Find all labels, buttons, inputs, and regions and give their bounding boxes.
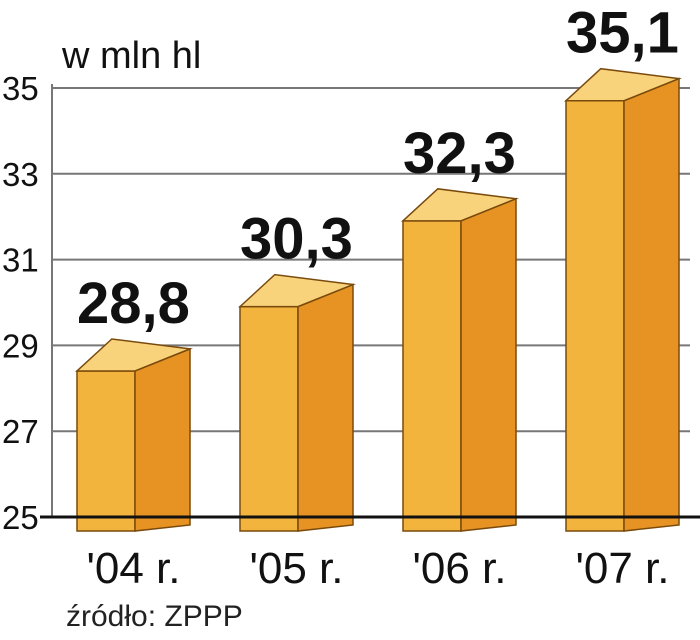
value-label: 28,8	[77, 271, 190, 336]
bar	[401, 188, 519, 532]
bar-front-face	[76, 370, 136, 532]
x-category-label: '05 r.	[249, 544, 343, 593]
bar-top-face	[238, 273, 356, 308]
bar-top-face	[75, 338, 193, 372]
bar-top-face	[401, 188, 519, 222]
y-tick-label: 25	[2, 499, 39, 536]
value-label: 32,3	[403, 121, 516, 186]
value-labels: 28,8 30,3 32,3 35,1	[77, 1, 679, 336]
y-tick-label: 29	[2, 327, 39, 364]
y-tick-label: 33	[2, 156, 39, 193]
y-axis-ticks: 25 27 29 31 33 35	[2, 70, 39, 536]
bar	[564, 67, 682, 532]
bar-side-face	[623, 77, 680, 532]
y-tick-label: 27	[2, 413, 39, 450]
bars	[75, 67, 682, 532]
x-category-label: '06 r.	[412, 544, 506, 593]
x-category-label: '04 r.	[86, 544, 180, 593]
bar-front-face	[565, 99, 625, 532]
y-tick-label: 35	[2, 70, 39, 107]
x-category-label: '07 r.	[575, 544, 669, 593]
x-axis-labels: '04 r. '05 r. '06 r. '07 r.	[86, 544, 669, 593]
bar-side-face	[297, 283, 354, 532]
y-tick-label: 31	[2, 242, 39, 279]
bar-front-face	[402, 220, 462, 532]
value-label: 30,3	[240, 207, 353, 272]
source-label: źródło: ZPPP	[66, 600, 243, 633]
bar-front-face	[239, 305, 299, 532]
bar	[238, 273, 356, 532]
unit-label: w mln hl	[61, 35, 201, 77]
value-label: 35,1	[566, 1, 679, 66]
bar-side-face	[134, 347, 191, 532]
bar	[75, 338, 193, 532]
bar-top-face	[564, 67, 682, 102]
bar-side-face	[460, 197, 517, 532]
